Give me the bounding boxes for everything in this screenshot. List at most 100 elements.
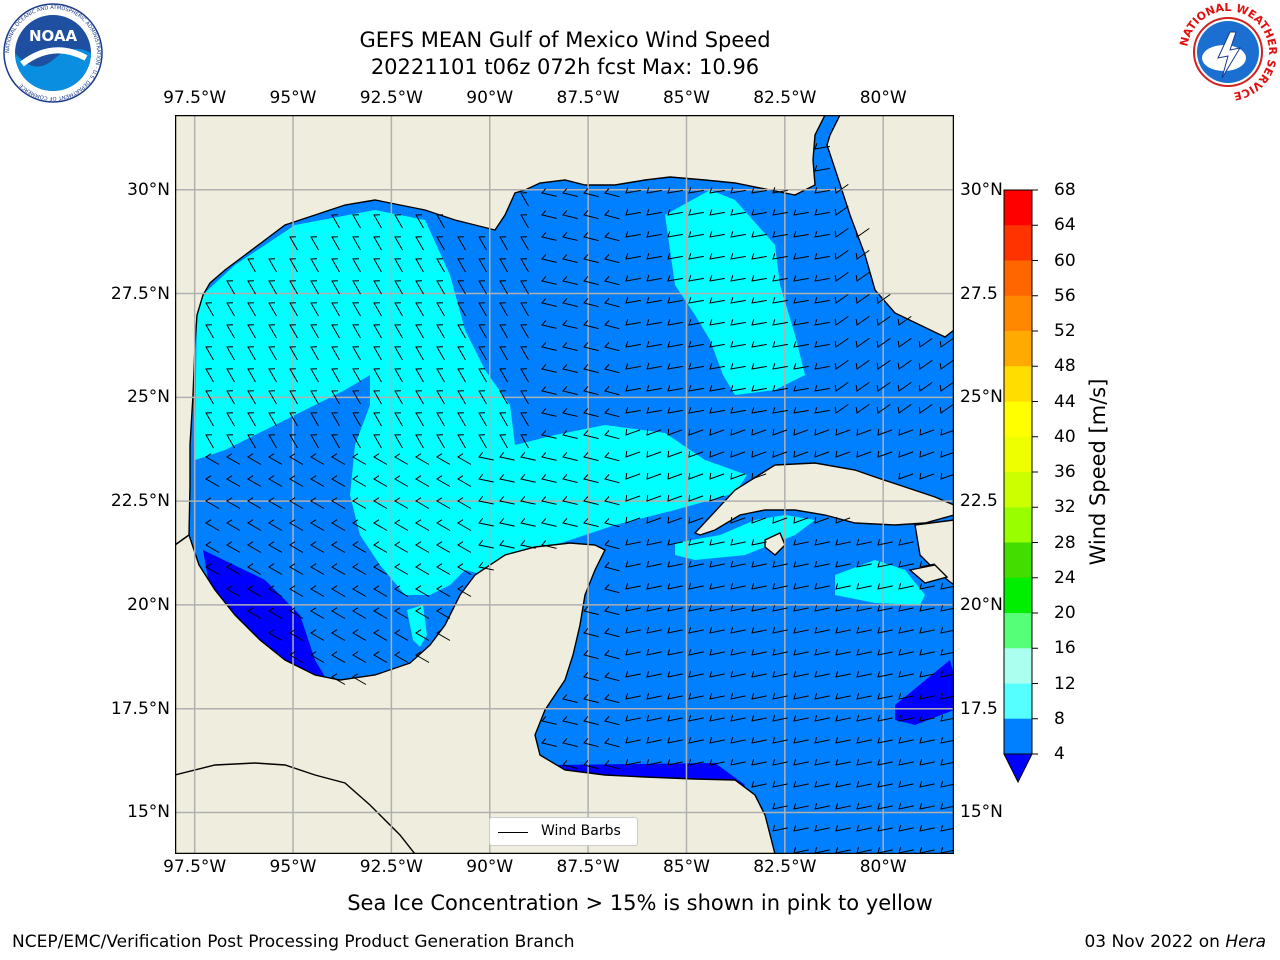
wind-barb [793, 319, 809, 326]
wind-barb [373, 475, 388, 487]
wind-barb [919, 825, 935, 832]
wind-barb [394, 519, 409, 531]
wind-barb [415, 434, 424, 449]
wind-barb [940, 803, 954, 810]
wind-barb [247, 563, 262, 575]
wind-barb [855, 249, 870, 260]
wind-barb [814, 253, 830, 260]
wind-barb [310, 368, 319, 383]
colorbar-segment [1004, 683, 1032, 720]
wind-barb [751, 583, 767, 590]
wind-barb [604, 760, 620, 770]
wind-barb [478, 517, 494, 527]
wind-barb [772, 253, 788, 260]
wind-barb [730, 539, 746, 546]
wind-barb [877, 605, 893, 612]
wind-barb [877, 759, 893, 766]
wind-barb [436, 214, 445, 229]
wind-barb [373, 453, 388, 465]
wind-barb [247, 390, 256, 405]
wind-barb [436, 475, 451, 487]
wind-barb [877, 715, 893, 722]
wind-barb [310, 280, 319, 295]
wind-barb [834, 359, 849, 370]
wind-barb [856, 561, 872, 568]
wind-barb [793, 385, 809, 392]
wind-barb [289, 280, 298, 295]
wind-barb [352, 390, 361, 405]
wind-barb [751, 671, 767, 678]
lon-tick-bottom: 92.5°W [359, 857, 423, 877]
wind-barb [268, 453, 283, 465]
wind-barb [541, 232, 557, 241]
wind-barb [352, 453, 367, 465]
lat-tick-right: 22.5 [960, 491, 998, 512]
wind-barb [751, 516, 767, 524]
wind-barb [394, 236, 403, 251]
wind-barb [373, 563, 388, 575]
wind-barb [835, 737, 851, 744]
wind-barb [604, 364, 620, 374]
wind-barb [814, 187, 830, 194]
wind-barb [394, 214, 403, 229]
colorbar-tick-label: 16 [1054, 638, 1076, 659]
wind-barb [835, 825, 851, 832]
wind-barb [709, 627, 725, 634]
wind-barb [205, 475, 220, 487]
colorbar-segment [1004, 331, 1032, 367]
lon-tick-top: 80°W [859, 88, 907, 108]
wind-barb [646, 385, 662, 392]
wind-barb [520, 192, 529, 207]
colorbar-tick-label: 32 [1054, 497, 1076, 518]
colorbar-tick-label: 60 [1054, 250, 1076, 271]
wind-barb [709, 715, 725, 722]
wind-barb [834, 227, 849, 238]
colorbar-segment [1004, 718, 1032, 754]
wind-barb [814, 341, 830, 348]
wind-barb [625, 759, 641, 766]
wind-barb [898, 825, 914, 832]
wind-barb [730, 407, 746, 414]
wind-barb [478, 495, 494, 505]
wind-barb [625, 341, 641, 348]
wind-barb [939, 403, 954, 414]
wind-barb [499, 280, 508, 295]
sea-ice-note: Sea Ice Concentration > 15% is shown in … [347, 891, 933, 915]
wind-barb [814, 407, 830, 414]
wind-barb [876, 337, 891, 348]
wind-barb [646, 671, 662, 678]
wind-barb [478, 412, 487, 427]
wind-barb [919, 583, 935, 590]
wind-barb [331, 236, 340, 251]
wind-barb [541, 408, 557, 417]
wind-barb [352, 475, 367, 487]
wind-barb [772, 803, 788, 810]
wind-barb [667, 209, 683, 216]
wind-barb [352, 346, 361, 361]
wind-barb [310, 324, 319, 339]
lon-tick-bottom: 97.5°W [163, 857, 227, 877]
wind-barb [541, 298, 557, 307]
wind-barb [205, 497, 220, 509]
wind-barb [436, 302, 445, 317]
wind-barb [499, 390, 508, 405]
wind-barb [688, 583, 704, 590]
wind-barb [541, 254, 557, 263]
wind-barb [688, 472, 704, 480]
wind-barb [897, 381, 912, 392]
wind-barb [876, 403, 891, 414]
wind-barb [898, 583, 914, 590]
wind-barb [205, 324, 214, 339]
wind-barb [415, 324, 424, 339]
wind-barb [394, 651, 409, 663]
wind-barb [625, 516, 641, 524]
wind-barb [247, 434, 256, 449]
wind-barb [814, 737, 830, 744]
lon-tick-top: 97.5°W [163, 88, 227, 108]
wind-barb [709, 231, 725, 238]
wind-barb [226, 302, 235, 317]
wind-barb [436, 280, 445, 295]
wind-barb [394, 302, 403, 317]
wind-barb [541, 518, 557, 527]
wind-barb [520, 258, 529, 273]
